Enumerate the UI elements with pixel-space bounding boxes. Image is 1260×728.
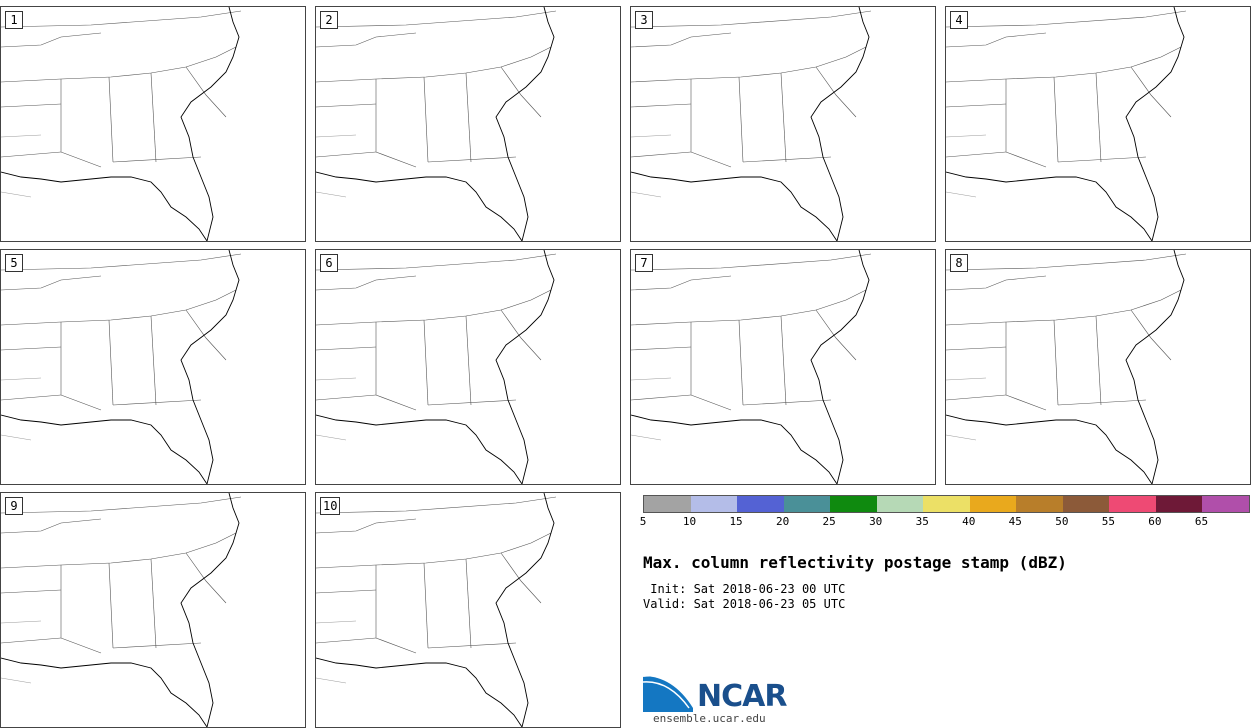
colorbar-tick: 25 — [822, 515, 836, 528]
colorbar-bin — [1016, 496, 1063, 512]
ensemble-member-panel: 6 — [315, 249, 621, 485]
colorbar-bin — [1155, 496, 1203, 512]
colorbar-bin — [1202, 496, 1249, 512]
website-url: ensemble.ucar.edu — [653, 712, 766, 725]
colorbar-tick: 55 — [1101, 515, 1115, 528]
colorbar-bin — [1109, 496, 1156, 512]
member-number: 1 — [5, 11, 23, 29]
init-time: Init: Sat 2018-06-23 00 UTC — [643, 582, 846, 596]
colorbar-bin — [644, 496, 691, 512]
colorbar-tick: 60 — [1148, 515, 1162, 528]
colorbar-tick: 5 — [639, 515, 647, 528]
colorbar-tick: 50 — [1055, 515, 1069, 528]
member-number: 3 — [635, 11, 653, 29]
colorbar-tick: 20 — [775, 515, 790, 528]
valid-time: Valid: Sat 2018-06-23 05 UTC — [643, 597, 846, 611]
ncar-logo-icon — [643, 674, 694, 712]
colorbar-tick: 65 — [1194, 515, 1209, 528]
ensemble-member-panel: 5 — [0, 249, 306, 485]
ensemble-member-panel: 2 — [315, 6, 621, 242]
colorbar-tick: 35 — [915, 515, 929, 528]
colorbar-bin — [830, 496, 877, 512]
ensemble-member-panel: 4 — [945, 6, 1251, 242]
member-number: 7 — [635, 254, 653, 272]
colorbar-tick: 15 — [729, 515, 743, 528]
member-number: 8 — [950, 254, 968, 272]
colorbar-bin — [969, 496, 1017, 512]
ensemble-member-panel: 10 — [315, 492, 621, 728]
colorbar-tick: 30 — [869, 515, 883, 528]
ensemble-member-panel: 8 — [945, 249, 1251, 485]
colorbar-tick: 10 — [682, 515, 697, 528]
ensemble-member-panel: 1 — [0, 6, 306, 242]
figure-title: Max. column reflectivity postage stamp (… — [643, 553, 1067, 572]
colorbar-bin — [783, 496, 831, 512]
colorbar-bin — [737, 496, 784, 512]
ncar-logo-text: NCAR — [697, 679, 787, 714]
colorbar-bin — [923, 496, 970, 512]
member-number: 6 — [320, 254, 338, 272]
member-number: 9 — [5, 497, 23, 515]
colorbar-bin — [690, 496, 738, 512]
colorbar-bin — [1062, 496, 1110, 512]
colorbar-tick: 40 — [962, 515, 976, 528]
colorbar-tick-labels: 5 10 15 20 25 30 35 40 45 50 55 60 65 — [639, 515, 1248, 529]
member-number: 2 — [320, 11, 338, 29]
ensemble-member-panel: 9 — [0, 492, 306, 728]
colorbar-tick: 45 — [1008, 515, 1022, 528]
ensemble-member-panel: 3 — [630, 6, 936, 242]
member-number: 10 — [320, 497, 341, 515]
member-number: 4 — [950, 11, 968, 29]
reflectivity-colorbar — [643, 495, 1250, 513]
ensemble-member-panel: 7 — [630, 249, 936, 485]
member-number: 5 — [5, 254, 23, 272]
colorbar-bin — [876, 496, 924, 512]
